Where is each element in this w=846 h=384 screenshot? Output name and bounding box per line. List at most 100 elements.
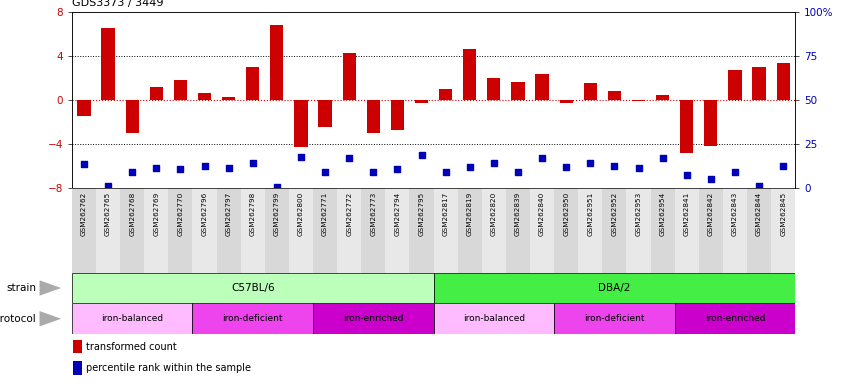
Text: GSM262841: GSM262841 xyxy=(684,192,689,236)
Point xyxy=(439,169,453,175)
Bar xyxy=(433,273,795,303)
Point xyxy=(198,163,212,169)
Bar xyxy=(415,100,428,103)
Point xyxy=(704,176,717,182)
Bar xyxy=(391,100,404,130)
Bar xyxy=(318,100,332,127)
Text: strain: strain xyxy=(6,283,36,293)
Text: iron-deficient: iron-deficient xyxy=(222,314,283,323)
Point xyxy=(343,155,356,161)
Text: GSM262817: GSM262817 xyxy=(442,192,448,236)
Bar xyxy=(217,188,240,273)
Text: C57BL/6: C57BL/6 xyxy=(231,283,275,293)
Bar xyxy=(72,188,96,273)
Bar xyxy=(674,188,699,273)
Bar xyxy=(777,63,790,100)
Bar xyxy=(144,188,168,273)
Bar xyxy=(385,188,409,273)
Point xyxy=(246,160,260,166)
Bar xyxy=(722,188,747,273)
Bar xyxy=(73,361,82,375)
Point xyxy=(777,163,790,169)
Text: GSM262951: GSM262951 xyxy=(587,192,593,236)
Bar xyxy=(270,25,283,100)
Point xyxy=(463,164,476,170)
Text: GSM262954: GSM262954 xyxy=(660,192,666,236)
Text: GSM262795: GSM262795 xyxy=(419,192,425,236)
Point xyxy=(318,169,332,175)
Text: GSM262762: GSM262762 xyxy=(81,192,87,236)
Bar xyxy=(651,188,674,273)
Text: GSM262796: GSM262796 xyxy=(201,192,207,236)
Bar xyxy=(554,188,578,273)
Text: GSM262952: GSM262952 xyxy=(612,192,618,236)
Text: GSM262770: GSM262770 xyxy=(178,192,184,236)
Bar xyxy=(626,188,651,273)
Text: protocol: protocol xyxy=(0,314,36,324)
Point xyxy=(222,165,235,171)
Text: GSM262840: GSM262840 xyxy=(539,192,545,236)
Point xyxy=(294,154,308,161)
Bar xyxy=(294,100,308,147)
Point xyxy=(366,169,380,175)
Text: GSM262797: GSM262797 xyxy=(226,192,232,236)
Text: GSM262843: GSM262843 xyxy=(732,192,738,236)
Bar xyxy=(674,303,795,334)
Bar xyxy=(607,91,621,100)
Bar xyxy=(125,100,139,133)
Bar xyxy=(752,67,766,100)
Text: percentile rank within the sample: percentile rank within the sample xyxy=(85,363,250,373)
Point xyxy=(125,169,139,175)
Polygon shape xyxy=(40,311,61,326)
Bar xyxy=(481,188,506,273)
Text: DBA/2: DBA/2 xyxy=(598,283,630,293)
Point xyxy=(559,164,573,170)
Bar xyxy=(265,188,288,273)
Text: iron-enriched: iron-enriched xyxy=(705,314,766,323)
Bar xyxy=(313,303,433,334)
Bar xyxy=(728,70,742,100)
Bar xyxy=(192,303,313,334)
Point xyxy=(680,172,694,178)
Bar xyxy=(337,188,361,273)
Text: transformed count: transformed count xyxy=(85,341,177,352)
Point xyxy=(607,163,621,169)
Text: GDS3373 / 3449: GDS3373 / 3449 xyxy=(72,0,163,8)
Bar xyxy=(73,340,82,353)
Text: GSM262771: GSM262771 xyxy=(322,192,328,236)
Bar xyxy=(343,53,356,100)
Text: GSM262769: GSM262769 xyxy=(153,192,159,236)
Text: GSM262953: GSM262953 xyxy=(635,192,641,236)
Text: GSM262772: GSM262772 xyxy=(346,192,352,236)
Bar xyxy=(246,67,260,100)
Bar xyxy=(554,303,674,334)
Point xyxy=(584,160,597,166)
Point xyxy=(632,165,645,171)
Text: GSM262844: GSM262844 xyxy=(756,192,762,236)
Bar xyxy=(96,188,120,273)
Text: GSM262799: GSM262799 xyxy=(274,192,280,236)
Text: GSM262800: GSM262800 xyxy=(298,192,304,236)
Bar xyxy=(198,93,212,100)
Point xyxy=(752,183,766,189)
Text: GSM262820: GSM262820 xyxy=(491,192,497,236)
Bar xyxy=(120,188,144,273)
Point xyxy=(511,169,525,175)
Bar xyxy=(530,188,554,273)
Bar xyxy=(173,80,187,100)
Text: GSM262950: GSM262950 xyxy=(563,192,569,236)
Point xyxy=(173,166,187,172)
Bar xyxy=(313,188,337,273)
Bar xyxy=(511,82,525,100)
Bar xyxy=(433,188,458,273)
Bar xyxy=(559,100,573,103)
Bar xyxy=(578,188,602,273)
Point xyxy=(270,184,283,190)
Bar xyxy=(584,83,597,100)
Text: GSM262765: GSM262765 xyxy=(105,192,111,236)
Text: GSM262842: GSM262842 xyxy=(708,192,714,236)
Bar xyxy=(439,89,453,100)
Bar xyxy=(102,28,115,100)
Bar xyxy=(240,188,265,273)
Bar xyxy=(192,188,217,273)
